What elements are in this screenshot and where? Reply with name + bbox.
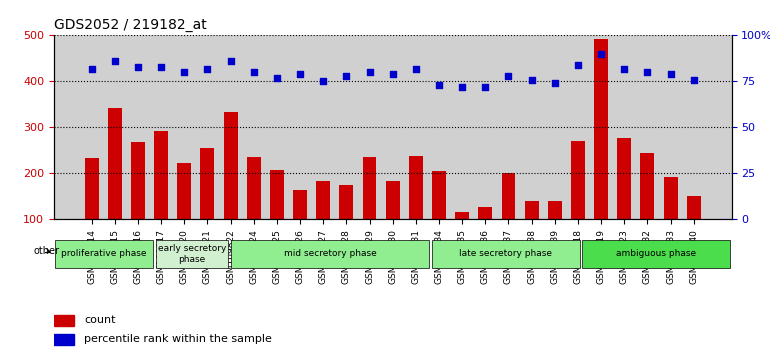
Point	[525, 77, 537, 82]
Bar	[594, 39, 608, 266]
Bar	[501, 173, 515, 266]
Bar	[293, 190, 307, 266]
Bar	[247, 157, 261, 266]
FancyBboxPatch shape	[231, 240, 429, 268]
FancyBboxPatch shape	[432, 240, 580, 268]
Text: mid secretory phase: mid secretory phase	[283, 250, 377, 258]
Bar	[455, 212, 469, 266]
Text: count: count	[85, 315, 116, 325]
Point	[224, 58, 236, 64]
Bar	[270, 170, 284, 266]
Point	[479, 84, 491, 90]
Bar	[524, 201, 538, 266]
Bar	[687, 196, 701, 266]
Point	[294, 71, 306, 77]
Bar	[54, 315, 74, 326]
Point	[132, 64, 144, 69]
Point	[641, 69, 654, 75]
Bar	[363, 157, 377, 266]
Bar	[200, 148, 214, 266]
Point	[85, 66, 98, 72]
FancyBboxPatch shape	[156, 240, 229, 268]
Point	[665, 71, 677, 77]
Text: other: other	[34, 246, 60, 256]
Text: GDS2052 / 219182_at: GDS2052 / 219182_at	[54, 18, 206, 32]
Point	[363, 69, 376, 75]
Bar	[432, 171, 446, 266]
Bar	[571, 141, 585, 266]
FancyBboxPatch shape	[55, 240, 153, 268]
Bar	[478, 207, 492, 266]
Bar	[316, 181, 330, 266]
Point	[201, 66, 213, 72]
Bar	[618, 138, 631, 266]
Bar	[54, 334, 74, 345]
Point	[572, 62, 584, 68]
Point	[433, 82, 445, 88]
Bar	[108, 108, 122, 266]
Point	[387, 71, 399, 77]
Point	[271, 75, 283, 81]
Point	[340, 73, 353, 79]
Point	[549, 80, 561, 86]
Bar	[177, 163, 191, 266]
FancyBboxPatch shape	[582, 240, 730, 268]
Bar	[548, 201, 562, 266]
Bar	[664, 177, 678, 266]
Text: early secretory
phase: early secretory phase	[158, 244, 226, 264]
Bar	[340, 185, 353, 266]
Text: late secretory phase: late secretory phase	[459, 250, 552, 258]
Point	[688, 77, 700, 82]
Point	[248, 69, 260, 75]
Bar	[131, 142, 145, 266]
Text: ambiguous phase: ambiguous phase	[616, 250, 696, 258]
Bar	[223, 112, 237, 266]
Point	[109, 58, 121, 64]
Bar	[154, 131, 168, 266]
Point	[410, 66, 422, 72]
Text: percentile rank within the sample: percentile rank within the sample	[85, 335, 273, 344]
Text: proliferative phase: proliferative phase	[62, 250, 147, 258]
Point	[618, 66, 631, 72]
Point	[178, 69, 190, 75]
Point	[155, 64, 167, 69]
Bar	[409, 156, 423, 266]
Bar	[386, 181, 400, 266]
Bar	[85, 158, 99, 266]
Point	[456, 84, 468, 90]
Point	[317, 79, 330, 84]
Bar	[641, 153, 654, 266]
Point	[595, 51, 608, 57]
Point	[502, 73, 514, 79]
